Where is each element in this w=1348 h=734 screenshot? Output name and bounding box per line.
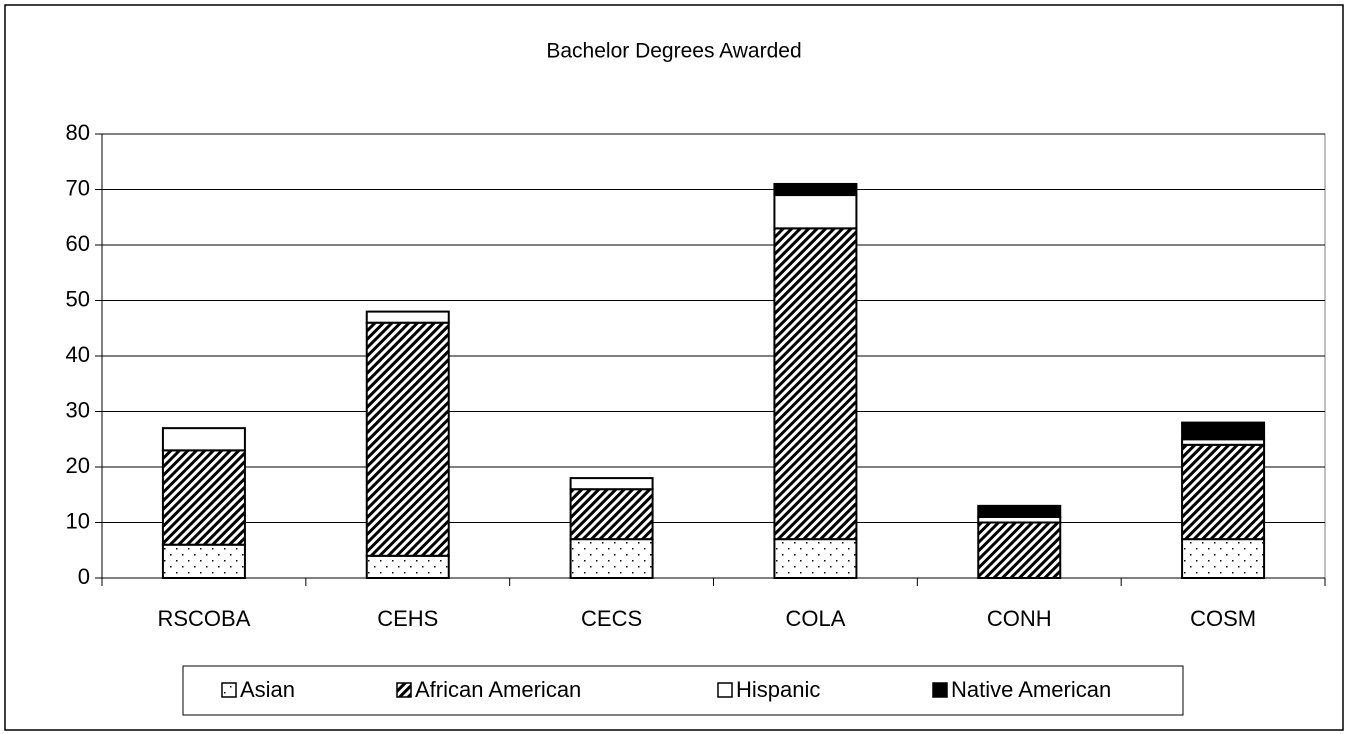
- bar-segment: [773, 538, 858, 580]
- bar-segment: [1181, 443, 1266, 541]
- legend-label: Native American: [951, 677, 1111, 702]
- x-tick-label: CECS: [581, 606, 642, 631]
- bar-segment: [773, 194, 858, 230]
- legend-swatch: [396, 682, 412, 698]
- bar-segment: [569, 488, 654, 541]
- bar-segment: [161, 543, 246, 580]
- y-tick-label: 30: [66, 397, 90, 422]
- y-tick-label: 80: [66, 120, 90, 145]
- chart-title: Bachelor Degrees Awarded: [546, 40, 801, 63]
- bar-segment: [977, 504, 1062, 518]
- bar-segment: [161, 427, 246, 452]
- legend-swatch: [717, 682, 733, 698]
- bar-segment: [773, 227, 858, 541]
- legend-swatch: [221, 682, 237, 698]
- bar-segment: [977, 521, 1062, 579]
- legend-label: African American: [415, 677, 581, 702]
- bar-segment: [1181, 538, 1266, 580]
- bar-segment: [161, 449, 246, 546]
- y-tick-label: 20: [66, 453, 90, 478]
- x-tick-label: RSCOBA: [157, 606, 250, 631]
- x-tick-label: CEHS: [377, 606, 438, 631]
- bar-segment: [365, 310, 450, 324]
- y-tick-label: 10: [66, 508, 90, 533]
- x-tick-label: COSM: [1190, 606, 1256, 631]
- x-tick-label: CONH: [987, 606, 1052, 631]
- legend-label: Asian: [240, 677, 295, 702]
- bar-segment: [365, 554, 450, 579]
- y-tick-label: 60: [66, 231, 90, 256]
- y-tick-label: 40: [66, 342, 90, 367]
- bar-segment: [365, 321, 450, 557]
- bar-segment: [569, 477, 654, 491]
- x-tick-label: COLA: [785, 606, 845, 631]
- legend-label: Hispanic: [736, 677, 820, 702]
- y-tick-label: 0: [78, 564, 90, 589]
- legend-swatch: [932, 682, 948, 698]
- bar-segment: [1181, 421, 1266, 441]
- legend-box: [182, 665, 1184, 716]
- y-tick-label: 50: [66, 286, 90, 311]
- bar-segment: [773, 182, 858, 197]
- bar-segment: [569, 538, 654, 580]
- y-tick-label: 70: [66, 175, 90, 200]
